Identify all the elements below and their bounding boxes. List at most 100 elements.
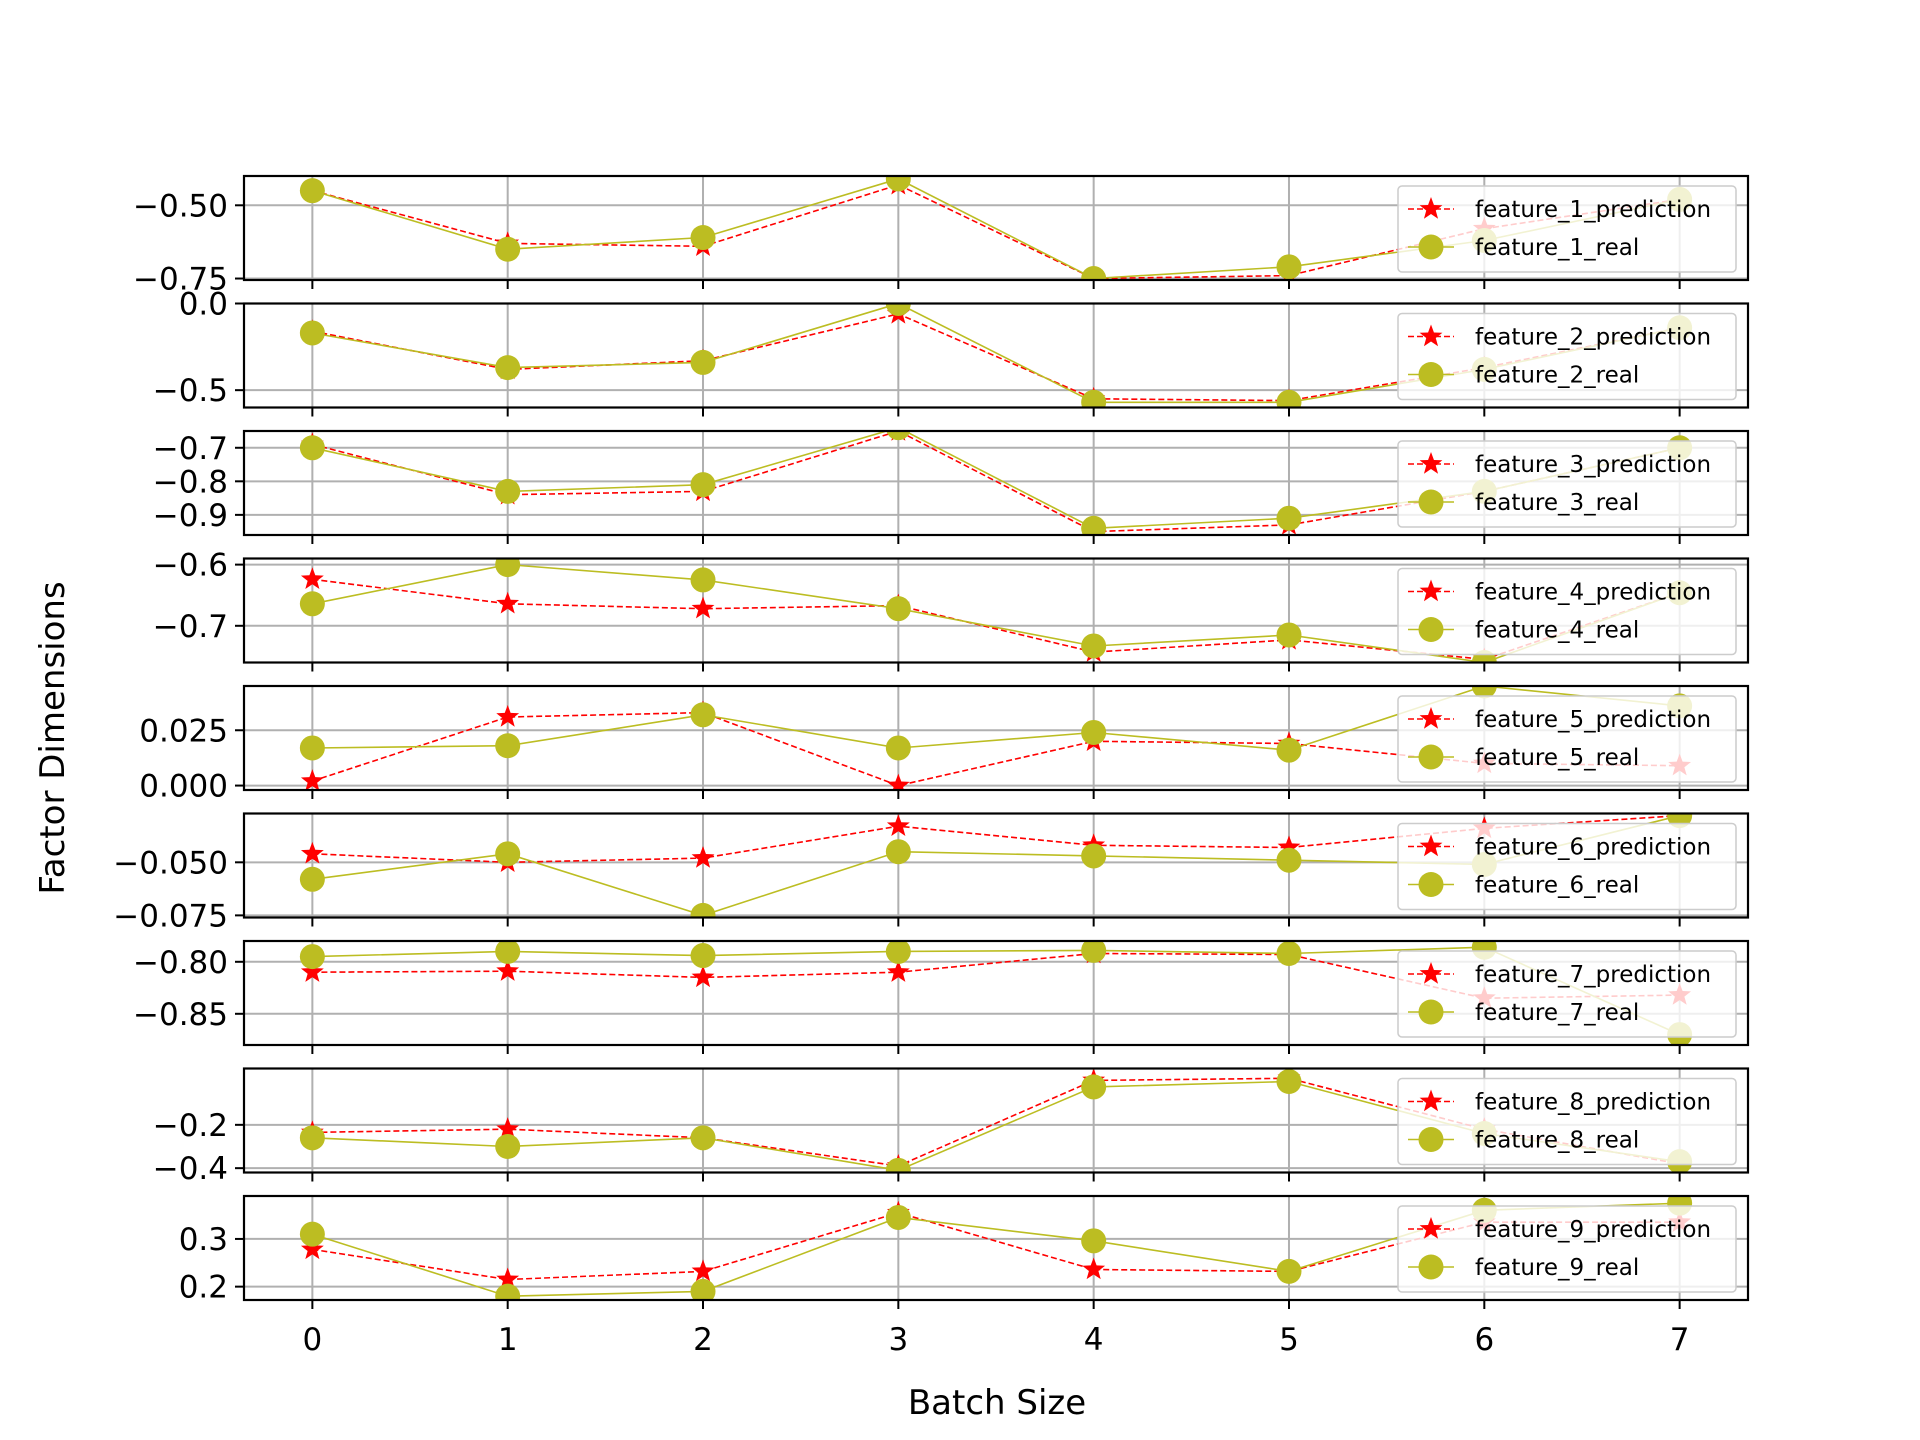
legend-box xyxy=(1397,822,1737,911)
data-point xyxy=(1276,847,1302,873)
legend-marker xyxy=(1419,1217,1443,1239)
data-point xyxy=(495,841,521,867)
data-point xyxy=(690,702,716,728)
legend-box xyxy=(1397,312,1737,401)
legend: feature_3_prediction feature_3_real xyxy=(1397,440,1737,528)
x-tick-label: 1 xyxy=(498,1322,518,1358)
y-tick-label: −0.50 xyxy=(133,188,228,224)
data-point xyxy=(886,814,910,836)
y-tick-label: 0.025 xyxy=(139,713,228,749)
data-point xyxy=(1081,1074,1107,1100)
subplot: 0.0 −0.5 feature_2_prediction feature_2_rea… xyxy=(153,287,1750,417)
legend: feature_5_prediction feature_5_real xyxy=(1397,695,1737,783)
y-tick-label: −0.050 xyxy=(113,845,228,881)
data-point xyxy=(690,225,716,251)
data-point xyxy=(496,1267,520,1290)
data-point xyxy=(496,704,520,727)
data-point xyxy=(300,960,324,982)
data-point xyxy=(885,839,911,865)
data-point xyxy=(1082,1257,1106,1280)
data-point xyxy=(691,965,715,988)
data-point xyxy=(691,846,715,868)
legend: feature_9_prediction feature_9_real xyxy=(1397,1205,1737,1293)
legend-label: feature_5_prediction xyxy=(1475,707,1711,733)
data-point xyxy=(1081,719,1107,745)
data-point xyxy=(495,733,521,759)
legend-marker xyxy=(1419,1089,1443,1112)
subplot: −0.2 −0.4 feature_8_prediction feature_8_re… xyxy=(153,1067,1750,1187)
series-real xyxy=(299,1069,1693,1173)
legend-entry: feature_8_real xyxy=(1408,1127,1639,1154)
data-point xyxy=(496,1117,520,1139)
legend-label: feature_1_prediction xyxy=(1475,197,1711,223)
legend-entry: feature_7_real xyxy=(1408,999,1639,1026)
data-point xyxy=(299,435,325,461)
legend-label: feature_2_real xyxy=(1475,363,1639,389)
legend: feature_7_prediction feature_7_real xyxy=(1397,950,1737,1038)
x-tick-label: 3 xyxy=(888,1322,908,1358)
plot-area xyxy=(299,558,1693,663)
legend-label: feature_6_real xyxy=(1475,873,1639,899)
legend-entry: feature_6_real xyxy=(1408,872,1639,899)
legend-box xyxy=(1397,440,1737,528)
y-tick-label: 0.0 xyxy=(179,287,228,323)
y-axis-label: Factor Dimensions xyxy=(33,581,73,894)
legend-box xyxy=(1397,950,1737,1038)
data-point xyxy=(495,1134,521,1159)
legend-marker xyxy=(1419,452,1443,474)
subplot-frame xyxy=(242,812,1750,919)
legend-marker xyxy=(1418,489,1444,515)
subplot: −0.6 −0.7 feature_4_prediction feature_4_re… xyxy=(153,548,1750,672)
legend-label: feature_3_real xyxy=(1475,490,1639,516)
legend-entry: feature_4_real xyxy=(1408,617,1639,644)
legend-box xyxy=(1397,1205,1737,1293)
data-point xyxy=(885,1157,911,1173)
y-tick-label: −0.4 xyxy=(153,1151,228,1187)
series-line xyxy=(312,946,1680,1036)
legend-entry: feature_1_prediction xyxy=(1408,197,1711,223)
y-tick-label: 0.3 xyxy=(179,1222,228,1258)
legend-marker xyxy=(1419,324,1443,347)
data-point xyxy=(691,1259,715,1282)
legend-label: feature_3_prediction xyxy=(1475,452,1711,478)
data-point xyxy=(886,773,910,790)
x-tick-label: 6 xyxy=(1474,1322,1494,1358)
data-point xyxy=(299,866,325,892)
subplot: −0.050−0.075feature_6_predictionfeature_… xyxy=(113,812,1750,934)
series-line xyxy=(312,578,1680,661)
data-point xyxy=(300,769,324,790)
y-tick-label: −0.7 xyxy=(153,431,228,467)
y-tick-label: 0.2 xyxy=(179,1270,228,1306)
legend-entry: feature_5_prediction xyxy=(1408,707,1711,733)
x-axis-label: Batch Size xyxy=(908,1383,1086,1423)
legend-entry: feature_5_real xyxy=(1408,744,1639,771)
legend-entry: feature_7_prediction xyxy=(1408,962,1711,988)
data-point xyxy=(690,1125,716,1151)
legend-label: feature_9_real xyxy=(1475,1255,1639,1281)
subplot-frame xyxy=(242,1067,1750,1174)
y-tick-label: −0.075 xyxy=(113,898,228,934)
data-point xyxy=(496,591,520,614)
data-point xyxy=(495,355,521,381)
data-point xyxy=(885,735,911,761)
legend-entry: feature_4_prediction xyxy=(1408,579,1711,606)
subplot: −0.7−0.8−0.9feature_3_predictionfeature_… xyxy=(153,429,1750,544)
legend-entry: feature_2_real xyxy=(1408,362,1639,389)
data-point xyxy=(690,472,716,498)
data-point xyxy=(885,941,911,964)
legend-entry: feature_9_real xyxy=(1408,1254,1639,1281)
data-point xyxy=(1081,843,1107,869)
data-point xyxy=(690,1278,716,1300)
data-point xyxy=(495,1283,521,1300)
data-point xyxy=(495,236,521,262)
data-point xyxy=(690,902,716,918)
legend-marker xyxy=(1418,744,1444,770)
data-point xyxy=(300,841,324,864)
legend-marker xyxy=(1418,872,1444,897)
legend-entry: feature_2_prediction xyxy=(1408,324,1711,351)
data-point xyxy=(299,1125,325,1151)
legend-label: feature_8_real xyxy=(1475,1128,1639,1154)
legend: feature_2_prediction feature_2_real xyxy=(1397,312,1737,401)
subplot-frame xyxy=(242,557,1750,664)
